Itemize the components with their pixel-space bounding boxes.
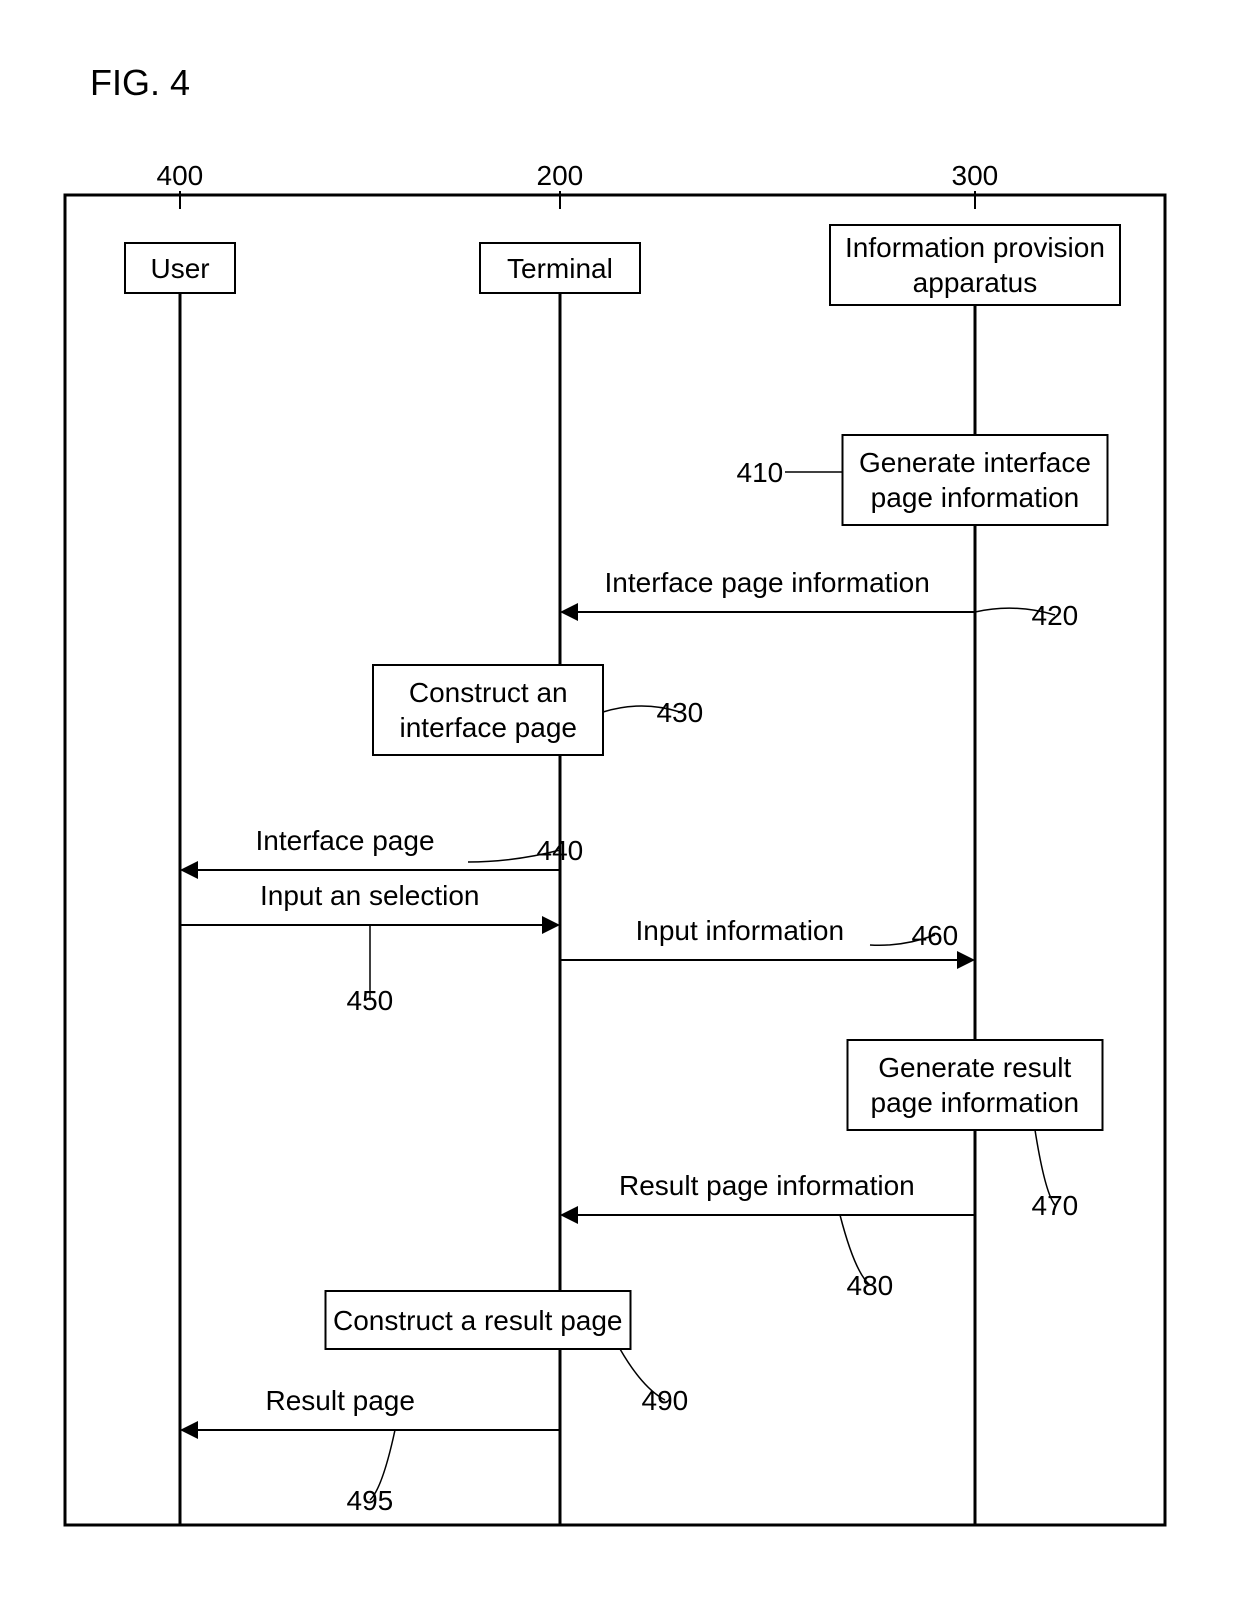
ref-495: 495 [347,1483,394,1518]
msg-450-label: Input an selection [260,878,480,913]
ref-450: 450 [347,983,394,1018]
participant-terminal: Terminal [507,251,613,286]
msg-480-label: Result page information [619,1168,915,1203]
ref-460: 460 [912,918,959,953]
participant-server: Information provision apparatus [845,230,1105,300]
ref-430: 430 [657,695,704,730]
ref-410: 410 [737,455,784,490]
ref-400: 400 [157,158,204,193]
ref-200: 200 [537,158,584,193]
msg-460-label: Input information [636,913,845,948]
ref-300: 300 [952,158,999,193]
ref-440: 440 [537,833,584,868]
step-490-box: Construct a result page [333,1303,623,1338]
figure-4-sequence-diagram: FIG. 4 400 User 200 Terminal 300 Information … [0,0,1240,1605]
msg-440-label: Interface page [256,823,435,858]
msg-420-label: Interface page information [605,565,930,600]
msg-495-label: Result page [266,1383,415,1418]
ref-480: 480 [847,1268,894,1303]
participant-user: User [151,251,210,286]
step-410-box: Generate interface page information [859,445,1091,515]
ref-490: 490 [642,1383,689,1418]
step-430-box: Construct an interface page [400,675,577,745]
step-470-box: Generate result page information [871,1050,1080,1120]
figure-title: FIG. 4 [90,62,190,104]
ref-470: 470 [1032,1188,1079,1223]
ref-420: 420 [1032,598,1079,633]
